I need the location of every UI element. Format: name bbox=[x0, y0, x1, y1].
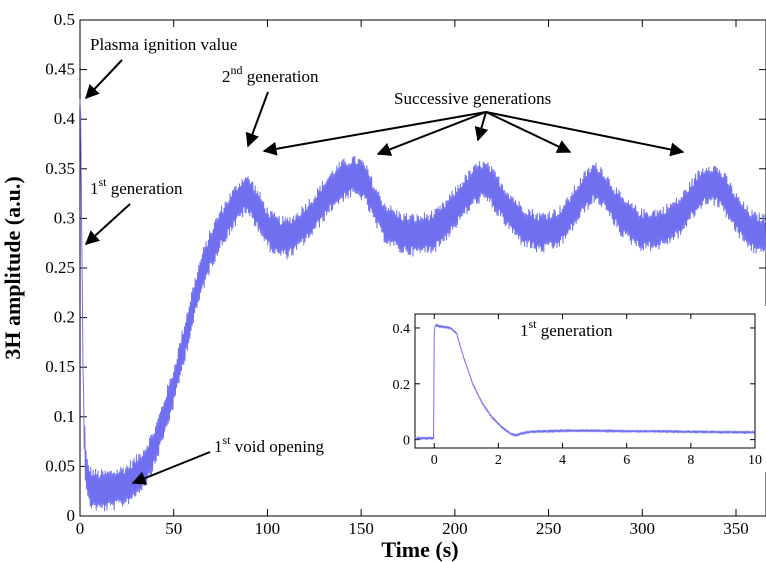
x-axis-title: Time (s) bbox=[381, 537, 458, 562]
arrow-successive-2 bbox=[376, 111, 487, 156]
arrow-second-generation bbox=[245, 91, 269, 148]
annotation-plasma-ignition: Plasma ignition value bbox=[90, 35, 237, 54]
main-x-tick-label: 200 bbox=[442, 519, 468, 538]
inset-x-tick-label: 2 bbox=[495, 453, 502, 468]
inset-x-tick-label: 10 bbox=[748, 453, 762, 468]
main-x-tick-label: 350 bbox=[723, 519, 749, 538]
main-y-tick-label: 0.5 bbox=[54, 10, 75, 29]
main-x-tick-label: 0 bbox=[76, 519, 85, 538]
inset-y-tick-label: 0.2 bbox=[393, 378, 411, 393]
main-axis-ticks: 0 50 100 150 200 250 300 35000.050.10.150.20.25… bbox=[45, 10, 766, 538]
inset-y-tick-label: 0 bbox=[403, 434, 410, 449]
main-y-tick-label: 0.15 bbox=[45, 357, 75, 376]
main-x-tick-label: 50 bbox=[165, 519, 182, 538]
arrow-successive-3 bbox=[474, 111, 489, 142]
inset-title: 1st generation bbox=[520, 317, 613, 340]
annotation-second-generation: 2nd generation bbox=[222, 63, 319, 86]
inset-series-line bbox=[415, 323, 756, 441]
y-axis-title: 3H amplitude (a.u.) bbox=[0, 176, 25, 359]
main-y-tick-label: 0.05 bbox=[45, 456, 75, 475]
main-y-tick-label: 0.35 bbox=[45, 159, 75, 178]
arrow-successive-1 bbox=[262, 111, 487, 156]
annotation-successive-generations: Successive generations bbox=[394, 89, 551, 108]
annotations: Plasma ignition value 1st generation 2nd… bbox=[84, 35, 685, 485]
inset-x-tick-label: 8 bbox=[687, 453, 694, 468]
main-y-tick-label: 0 bbox=[67, 506, 76, 525]
inset-plot: 0 2 4 6 8 10 0 0.2 0.4 1st generation bbox=[370, 306, 766, 472]
main-y-tick-label: 0.1 bbox=[54, 407, 75, 426]
arrow-plasma-ignition bbox=[85, 59, 123, 100]
main-x-tick-label: 300 bbox=[630, 519, 656, 538]
main-x-tick-label: 250 bbox=[536, 519, 562, 538]
annotation-first-generation: 1st generation bbox=[90, 175, 183, 198]
main-y-tick-label: 0.25 bbox=[45, 258, 75, 277]
inset-x-tick-label: 6 bbox=[623, 453, 630, 468]
main-x-tick-label: 100 bbox=[255, 519, 281, 538]
main-y-tick-label: 0.4 bbox=[54, 109, 76, 128]
inset-background bbox=[370, 306, 766, 472]
main-x-tick-label: 150 bbox=[348, 519, 374, 538]
main-plot: 0 50 100 150 200 250 300 35000.050.10.150.20.25… bbox=[45, 10, 766, 538]
main-y-tick-label: 0.3 bbox=[54, 208, 75, 227]
inset-x-tick-label: 0 bbox=[431, 453, 438, 468]
main-y-tick-label: 0.2 bbox=[54, 308, 75, 327]
arrow-first-void-opening bbox=[131, 451, 211, 485]
arrow-successive-4 bbox=[485, 111, 572, 153]
arrow-first-generation bbox=[84, 203, 131, 245]
inset-axis-ticks: 0 2 4 6 8 10 0 0.2 0.4 bbox=[393, 314, 762, 468]
annotation-first-void-opening: 1st void opening bbox=[214, 433, 325, 456]
inset-plot-frame bbox=[414, 313, 756, 449]
main-series-line bbox=[79, 99, 766, 512]
main-y-tick-label: 0.45 bbox=[45, 60, 75, 79]
inset-y-tick-label: 0.4 bbox=[393, 322, 411, 337]
arrow-successive-5 bbox=[485, 111, 685, 157]
inset-x-tick-label: 4 bbox=[559, 453, 566, 468]
